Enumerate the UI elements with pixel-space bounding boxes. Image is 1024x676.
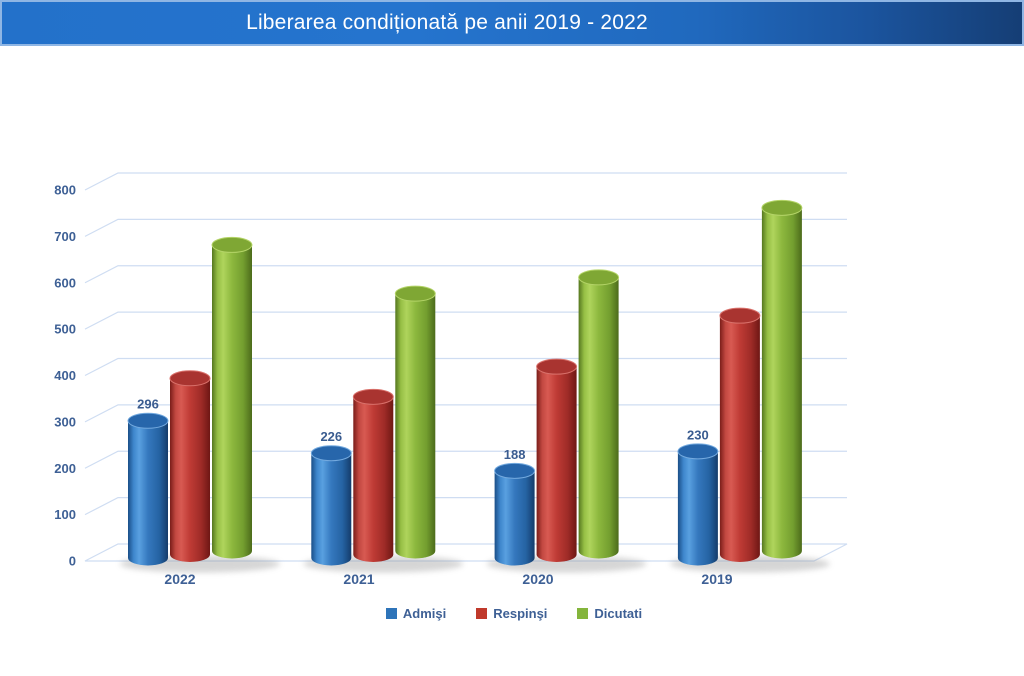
- cylinder-top-Respinşi-2021: [352, 388, 394, 405]
- gridline-800: [84, 172, 847, 191]
- cylinder-Admişi-2020: [494, 470, 535, 566]
- data-label-Admişi-2022: 296: [137, 397, 159, 412]
- cylinder-Admişi-2021: [311, 453, 352, 566]
- data-label-Admişi-2021: 226: [320, 429, 342, 444]
- title-banner: Liberarea condiționată pe anii 2019 - 20…: [0, 0, 1024, 46]
- category-label-2021: 2021: [343, 571, 374, 587]
- gridline-600: [84, 265, 847, 284]
- cylinder-top-Dicutati-2019: [761, 199, 803, 216]
- legend-swatch-dicutati: [577, 608, 589, 619]
- gridline-700: [84, 218, 847, 237]
- y-tick-400: 400: [54, 368, 76, 383]
- y-tick-200: 200: [54, 461, 76, 476]
- legend-item-dicutati: Dicutati: [577, 606, 642, 621]
- cylinder-Dicutati-2022: [212, 244, 252, 559]
- y-tick-700: 700: [54, 229, 76, 244]
- y-tick-100: 100: [54, 507, 76, 522]
- category-label-2020: 2020: [522, 571, 553, 587]
- cylinder-Respinşi-2021: [353, 396, 394, 562]
- cylinder-top-Dicutati-2021: [394, 285, 436, 302]
- data-label-Admişi-2020: 188: [504, 447, 526, 462]
- cylinder-Admişi-2022: [128, 420, 168, 566]
- legend-swatch-admisi: [385, 608, 397, 619]
- legend-label-dicutati: Dicutati: [594, 606, 643, 621]
- cylinder-top-Admişi-2022: [127, 412, 169, 429]
- cylinder-top-Dicutati-2020: [578, 269, 620, 286]
- cylinder-Respinşi-2019: [719, 315, 760, 562]
- data-label-Admişi-2019: 230: [687, 427, 709, 442]
- legend-item-admisi: Admişi: [385, 606, 447, 621]
- cylinder-top-Admişi-2021: [310, 445, 352, 462]
- y-tick-500: 500: [54, 322, 76, 337]
- cylinder-top-Respinşi-2022: [169, 370, 211, 387]
- cylinder-top-Admişi-2020: [494, 462, 536, 479]
- y-tick-300: 300: [54, 414, 76, 429]
- cylinder-Admişi-2019: [677, 451, 718, 566]
- chart-legend: Admişi Respinşi Dicutati: [2, 606, 1024, 621]
- cylinder-Dicutati-2019: [761, 207, 802, 559]
- y-tick-800: 800: [54, 183, 76, 198]
- category-label-2019: 2019: [701, 571, 732, 587]
- cylinder-Dicutati-2020: [578, 277, 619, 559]
- cylinder-top-Respinşi-2019: [719, 307, 761, 324]
- legend-item-respinsi: Respinşi: [476, 606, 547, 621]
- cylinder-Respinşi-2020: [536, 366, 577, 562]
- legend-label-admisi: Admişi: [402, 606, 447, 621]
- cylinder-top-Admişi-2019: [677, 443, 719, 460]
- category-label-2022: 2022: [164, 571, 195, 587]
- cylinder-top-Respinşi-2020: [536, 358, 578, 375]
- y-tick-0: 0: [69, 554, 76, 569]
- cylinder-top-Dicutati-2022: [211, 236, 253, 253]
- cylinder-Respinşi-2022: [170, 378, 210, 562]
- cylinder-Dicutati-2021: [395, 293, 436, 559]
- legend-swatch-respinsi: [476, 608, 488, 619]
- page-title: Liberarea condiționată pe anii 2019 - 20…: [246, 11, 648, 34]
- legend-label-respinsi: Respinşi: [493, 606, 548, 621]
- y-tick-600: 600: [54, 275, 76, 290]
